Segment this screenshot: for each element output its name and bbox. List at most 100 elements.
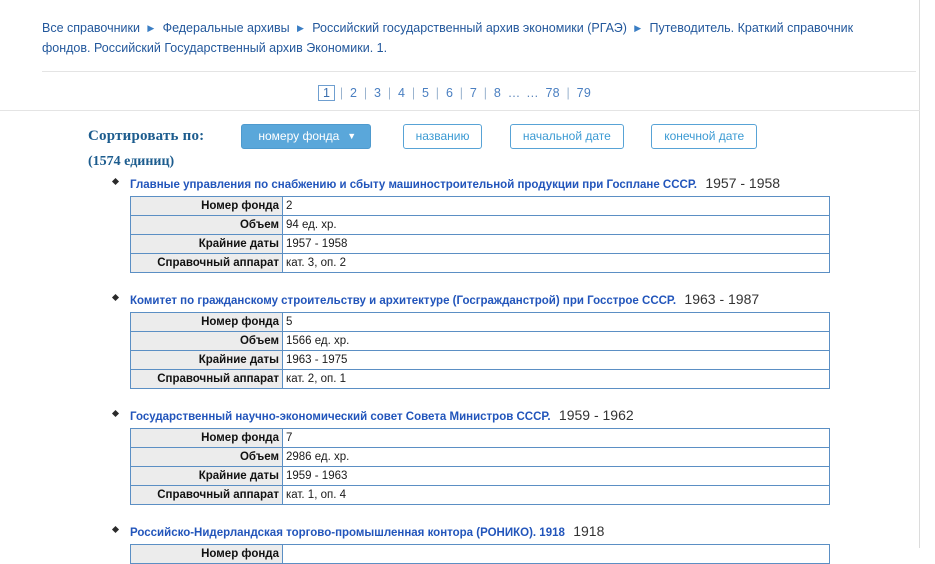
field-label-dates: Крайние даты [130, 350, 283, 370]
list-item: Главные управления по снабжению и сбыту … [0, 175, 919, 273]
pagination-page-7[interactable]: 7 [469, 86, 478, 100]
record-header: Комитет по гражданскому строительству и … [110, 291, 919, 309]
record-date-range: 1918 [573, 523, 605, 539]
pagination-separator: | [566, 86, 570, 100]
record-date-range: 1957 - 1958 [705, 175, 781, 191]
field-value-volume: 94 ед. хр. [282, 215, 830, 235]
pagination-page-78[interactable]: 78 [545, 86, 560, 100]
table-row: Справочный аппарат кат. 3, оп. 2 [130, 253, 830, 273]
table-row: Объем 2986 ед. хр. [130, 447, 830, 467]
record-table: Номер фонда 2 Объем 94 ед. хр. Крайние д… [130, 196, 830, 273]
chevron-down-icon: ▼ [347, 131, 357, 141]
sort-button-end-date[interactable]: конечной дате [651, 124, 758, 149]
sort-button-group: номеру фонда ▼ названию начальной дате ко… [241, 124, 781, 149]
pagination-page-6[interactable]: 6 [445, 86, 454, 100]
pagination-page-3[interactable]: 3 [373, 86, 382, 100]
pagination-page-8[interactable]: 8 [493, 86, 502, 100]
field-label-volume: Объем [130, 215, 283, 235]
table-row: Номер фонда 5 [130, 312, 830, 332]
record-title-link[interactable]: Российско-Нидерландская торгово-промышле… [130, 527, 565, 539]
field-value-volume: 2986 ед. хр. [282, 447, 830, 467]
record-list: Главные управления по снабжению и сбыту … [0, 169, 919, 564]
field-value-number: 7 [282, 428, 830, 448]
record-title-link[interactable]: Комитет по гражданскому строительству и … [130, 295, 677, 307]
list-item: Комитет по гражданскому строительству и … [0, 291, 919, 389]
field-label-volume: Объем [130, 447, 283, 467]
field-label-dates: Крайние даты [130, 466, 283, 486]
table-row: Номер фонда 2 [130, 196, 830, 216]
pagination-ellipsis-left: … [507, 86, 521, 100]
breadcrumb-item-1[interactable]: Федеральные архивы [162, 21, 290, 35]
breadcrumb-item-2[interactable]: Российский государственный архив экономи… [312, 21, 627, 35]
field-value-apparatus: кат. 2, оп. 1 [282, 369, 830, 389]
sort-label: Сортировать по: [88, 128, 205, 144]
field-label-volume: Объем [130, 331, 283, 351]
pagination-page-5[interactable]: 5 [421, 86, 430, 100]
record-table: Номер фонда 7 Объем 2986 ед. хр. Крайние… [130, 428, 830, 505]
sort-button-fund-number[interactable]: номеру фонда ▼ [241, 124, 372, 149]
pagination-separator: | [339, 86, 344, 100]
sort-controls: Сортировать по: номеру фонда ▼ названию н… [0, 111, 919, 169]
result-count: (1574 единиц) [88, 154, 175, 169]
field-label-number: Номер фонда [130, 196, 283, 216]
pagination-separator: | [363, 86, 368, 100]
field-value-apparatus: кат. 1, оп. 4 [282, 485, 830, 505]
table-row: Крайние даты 1957 - 1958 [130, 234, 830, 254]
pagination-separator: | [411, 86, 416, 100]
table-row: Справочный аппарат кат. 2, оп. 1 [130, 369, 830, 389]
record-table: Номер фонда 5 Объем 1566 ед. хр. Крайние… [130, 312, 830, 389]
pagination-separator: | [459, 86, 464, 100]
record-date-range: 1959 - 1962 [558, 407, 634, 423]
sort-button-name[interactable]: названию [402, 124, 483, 149]
record-header: Главные управления по снабжению и сбыту … [110, 175, 919, 193]
field-label-number: Номер фонда [130, 544, 283, 564]
breadcrumb-divider [42, 71, 916, 72]
field-value-dates: 1959 - 1963 [282, 466, 830, 486]
field-label-number: Номер фонда [130, 428, 283, 448]
table-row: Крайние даты 1959 - 1963 [130, 466, 830, 486]
field-label-apparatus: Справочный аппарат [130, 369, 283, 389]
pagination-page-2[interactable]: 2 [350, 86, 358, 100]
field-label-dates: Крайние даты [130, 234, 283, 254]
chevron-right-icon: ▶ [147, 23, 155, 33]
record-title-link[interactable]: Государственный научно-экономический сов… [130, 411, 551, 423]
pagination-ellipsis-right: … [526, 86, 539, 100]
record-date-range: 1963 - 1987 [684, 291, 760, 307]
field-value-dates: 1963 - 1975 [282, 350, 830, 370]
field-value-number: 2 [282, 196, 830, 216]
breadcrumb: Все справочники ▶ Федеральные архивы ▶ Р… [0, 0, 919, 64]
field-value-volume: 1566 ед. хр. [282, 331, 830, 351]
list-item: Государственный научно-экономический сов… [0, 407, 919, 505]
pagination-divider [0, 110, 920, 111]
field-value-number [282, 544, 830, 564]
table-row: Объем 1566 ед. хр. [130, 331, 830, 351]
field-label-apparatus: Справочный аппарат [130, 485, 283, 505]
field-value-number: 5 [282, 312, 830, 332]
pagination-separator: | [435, 86, 440, 100]
breadcrumb-item-0[interactable]: Все справочники [42, 21, 140, 35]
pagination-separator: | [387, 86, 392, 100]
pagination: 1 | 2 | 3 | 4 | 5 | 6 | 7 | 8 … … 78 | 7… [0, 72, 919, 101]
sort-button-fund-number-label: номеру фонда [258, 129, 340, 143]
table-row: Номер фонда [130, 544, 830, 564]
pagination-separator: | [483, 86, 488, 100]
record-table: Номер фонда [130, 544, 830, 564]
table-row: Крайние даты 1963 - 1975 [130, 350, 830, 370]
record-title-link[interactable]: Главные управления по снабжению и сбыту … [130, 179, 697, 191]
pagination-page-79[interactable]: 79 [576, 86, 591, 100]
list-item: Российско-Нидерландская торгово-промышле… [0, 523, 919, 564]
field-value-apparatus: кат. 3, оп. 2 [282, 253, 830, 273]
field-label-number: Номер фонда [130, 312, 283, 332]
table-row: Объем 94 ед. хр. [130, 215, 830, 235]
table-row: Справочный аппарат кат. 1, оп. 4 [130, 485, 830, 505]
table-row: Номер фонда 7 [130, 428, 830, 448]
record-header: Российско-Нидерландская торгово-промышле… [110, 523, 919, 541]
field-value-dates: 1957 - 1958 [282, 234, 830, 254]
breadcrumb-item-current: Путеводитель. Краткий справочник фондов.… [42, 21, 854, 55]
chevron-right-icon: ▶ [634, 23, 642, 33]
sort-button-start-date[interactable]: начальной дате [509, 124, 624, 149]
pagination-page-4[interactable]: 4 [397, 86, 406, 100]
field-label-apparatus: Справочный аппарат [130, 253, 283, 273]
chevron-right-icon: ▶ [297, 23, 304, 33]
